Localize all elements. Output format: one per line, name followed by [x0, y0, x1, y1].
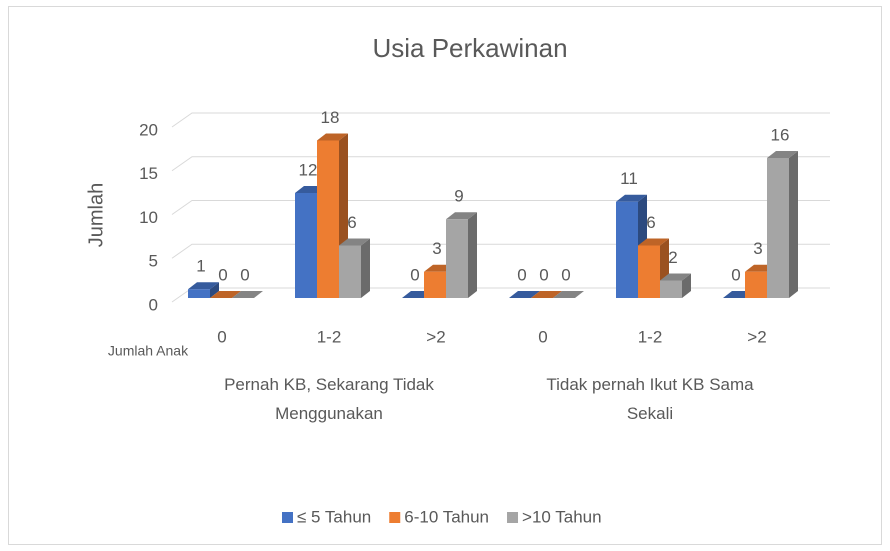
y-tick-label: 20	[139, 120, 158, 139]
legend-swatch	[389, 512, 401, 523]
bar-front	[339, 245, 361, 298]
x-tick-label: 1-2	[317, 327, 342, 346]
bar-front	[745, 271, 767, 298]
data-label: 0	[240, 265, 249, 284]
group-label: Pernah KB, Sekarang Tidak Menggunakan	[224, 375, 434, 423]
data-label: 0	[731, 265, 740, 284]
y-tick-label: 0	[149, 295, 158, 314]
bar-side	[361, 238, 370, 298]
bar-side	[682, 273, 691, 298]
bar-side	[210, 282, 219, 298]
x-tick-label: 1-2	[638, 327, 663, 346]
data-label: 0	[539, 265, 548, 284]
bar-top	[339, 238, 370, 246]
bar-top	[317, 133, 348, 141]
bar-top	[232, 291, 263, 298]
bar	[531, 291, 562, 298]
bar-front	[446, 219, 468, 298]
data-label: 18	[321, 108, 340, 127]
bar	[339, 238, 370, 298]
grid-line	[171, 156, 830, 172]
bar-top	[188, 282, 219, 290]
y-tick-label: 10	[139, 208, 158, 227]
bar-top	[446, 212, 477, 220]
data-label: 0	[218, 265, 227, 284]
bar	[509, 291, 540, 298]
bar	[553, 291, 584, 298]
x-annotation: Jumlah Anak	[108, 343, 189, 359]
bar-front	[295, 193, 317, 298]
x-tick-label: 0	[538, 327, 547, 346]
bar	[446, 212, 477, 298]
grid-line	[171, 200, 830, 215]
bar	[188, 282, 219, 298]
grid-line	[171, 112, 830, 128]
data-label: 3	[432, 239, 441, 258]
bar-top	[616, 194, 647, 202]
bar-top	[210, 291, 241, 298]
bar-side	[468, 212, 477, 298]
data-label: 0	[410, 265, 419, 284]
bar-front	[317, 140, 339, 298]
legend-label: >10 Tahun	[522, 507, 602, 526]
data-label: 3	[753, 239, 762, 258]
group-label: Tidak pernah Ikut KB Sama Sekali	[546, 375, 754, 423]
bar-front	[616, 201, 638, 298]
bar	[767, 151, 798, 298]
bar	[210, 291, 241, 298]
bar-front	[188, 289, 210, 298]
bar-top	[531, 291, 562, 298]
bar-side	[789, 151, 798, 298]
data-label: 9	[454, 187, 463, 206]
chart-title: Usia Perkawinan	[372, 33, 567, 63]
x-tick-label: >2	[747, 327, 766, 346]
legend-label: ≤ 5 Tahun	[297, 507, 371, 526]
y-tick-label: 15	[139, 164, 158, 183]
bar-top	[553, 291, 584, 298]
data-label: 12	[299, 160, 318, 179]
bar-top	[638, 238, 669, 246]
bar-top	[767, 151, 798, 158]
data-label: 1	[196, 257, 205, 276]
y-axis-label: Jumlah	[85, 183, 107, 247]
y-tick-label: 5	[149, 252, 158, 271]
data-label: 11	[620, 169, 638, 188]
bar-top	[509, 291, 540, 298]
bar	[660, 273, 691, 298]
x-tick-label: >2	[426, 327, 445, 346]
legend-label: 6-10 Tahun	[404, 507, 489, 526]
bar-front	[767, 158, 789, 298]
bar-front	[638, 245, 660, 298]
bar	[232, 291, 263, 298]
data-label: 0	[517, 265, 526, 284]
bar-top	[660, 273, 691, 281]
legend-swatch	[282, 512, 293, 523]
x-tick-label: 0	[217, 327, 226, 346]
data-label: 6	[646, 213, 655, 232]
data-label: 2	[668, 248, 677, 267]
legend-swatch	[507, 512, 519, 523]
bar-front	[424, 271, 446, 298]
data-label: 6	[347, 213, 356, 232]
data-label: 0	[561, 265, 570, 284]
bar-front	[660, 280, 682, 298]
data-label: 16	[771, 125, 790, 144]
